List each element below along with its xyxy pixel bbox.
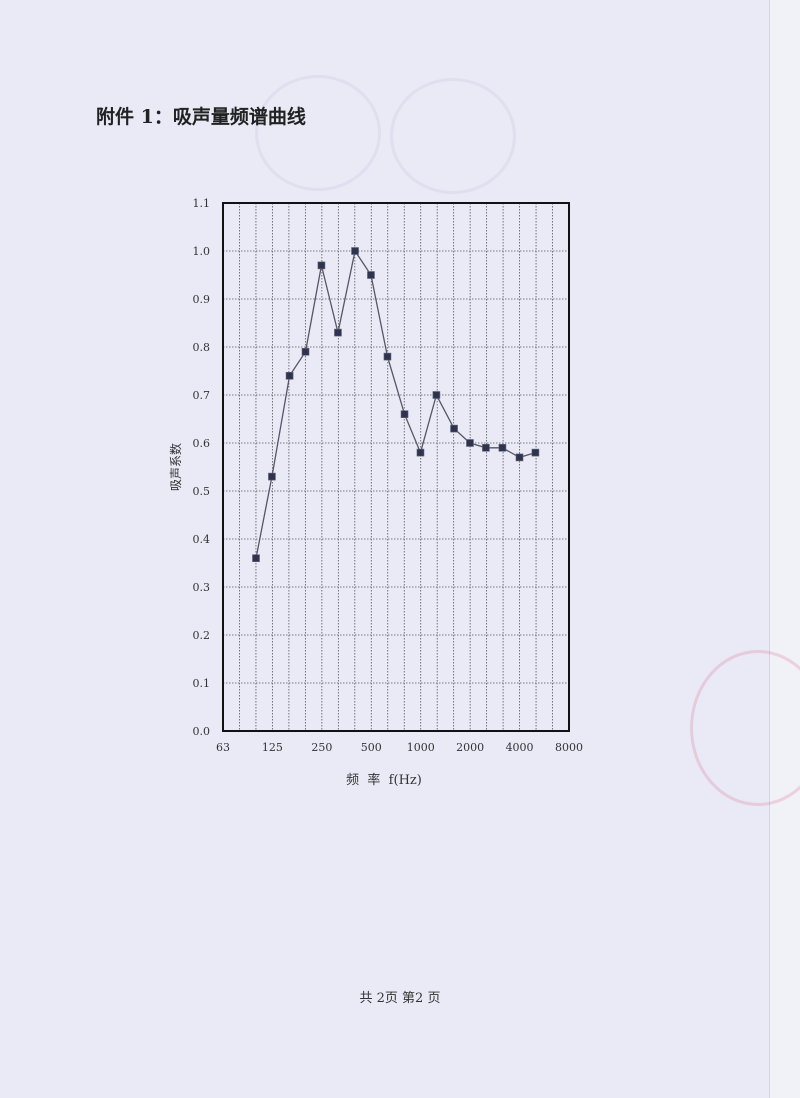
- data-point: [482, 443, 490, 452]
- data-point: [432, 391, 441, 399]
- x-tick-label: 1000: [407, 741, 435, 754]
- x-tick-label: 250: [311, 741, 332, 754]
- data-point: [531, 448, 540, 457]
- faint-seal: [255, 75, 381, 191]
- data-point: [351, 247, 359, 255]
- data-point: [466, 439, 474, 447]
- y-tick-label: 0.5: [193, 485, 211, 498]
- x-tick-label: 8000: [555, 741, 583, 754]
- data-point: [285, 371, 294, 380]
- y-tick-label: 1.0: [193, 245, 211, 258]
- x-tick-label: 2000: [456, 741, 484, 754]
- data-point: [416, 448, 425, 457]
- page-title: 附件 1：吸声量频谱曲线: [96, 106, 306, 128]
- y-tick-label: 0.4: [193, 533, 211, 546]
- data-point: [252, 554, 260, 563]
- page-edge: [769, 0, 800, 1098]
- y-ticks: 0.0 0.1 0.2 0.3 0.4 0.5 0.6 0.7 0.8 0.9 1.0 1.1: [193, 197, 211, 738]
- y-tick-label: 0.6: [193, 437, 211, 450]
- plot-frame: [222, 202, 570, 732]
- data-point: [317, 261, 326, 270]
- x-ticks: 63 125 250 500 1000 2000 4000 8000: [216, 741, 583, 754]
- y-tick-label: 0.9: [193, 293, 211, 306]
- y-tick-label: 0.2: [193, 629, 211, 642]
- x-axis-label: 频 率 f(Hz): [346, 772, 422, 788]
- y-tick-label: 0.8: [193, 341, 211, 354]
- y-tick-label: 0.1: [193, 677, 211, 690]
- x-tick-label: 63: [216, 741, 230, 754]
- y-tick-label: 0.0: [193, 725, 211, 738]
- grid: [223, 203, 569, 731]
- faint-cnas-seal: [390, 78, 516, 194]
- x-tick-label: 500: [361, 741, 382, 754]
- data-point: [498, 443, 507, 452]
- y-tick-label: 0.7: [193, 389, 211, 402]
- y-tick-label: 0.3: [193, 581, 211, 594]
- series-markers: [252, 247, 540, 563]
- absorption-chart: 0.0 0.1 0.2 0.3 0.4 0.5 0.6 0.7 0.8 0.9 1.0 1.1 63 1…: [168, 197, 583, 788]
- series-line: [255, 249, 536, 559]
- red-seal: [690, 650, 800, 806]
- page-footer: 共 2页 第2 页: [359, 991, 441, 1006]
- data-point: [367, 271, 375, 279]
- y-tick-label: 1.1: [193, 197, 211, 210]
- data-point: [301, 347, 310, 356]
- x-tick-label: 4000: [506, 741, 534, 754]
- data-point: [334, 328, 342, 337]
- data-point: [268, 472, 276, 481]
- data-point: [400, 410, 409, 419]
- data-point: [515, 453, 524, 462]
- data-point: [383, 352, 392, 361]
- x-tick-label: 125: [262, 741, 283, 754]
- y-axis-label: 吸声系数: [168, 443, 183, 491]
- data-point: [450, 424, 458, 433]
